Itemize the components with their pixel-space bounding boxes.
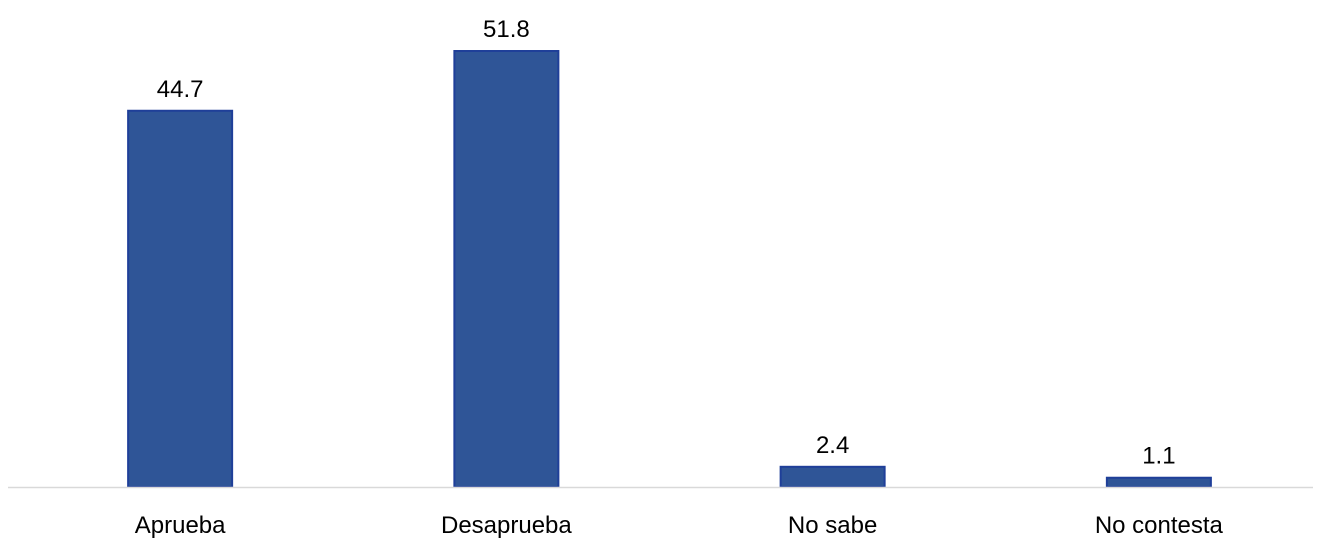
category-labels-group: Aprueba Desaprueba No sabe No contesta bbox=[135, 512, 1224, 538]
bar-desaprueba bbox=[453, 50, 560, 488]
category-label: No sabe bbox=[788, 512, 877, 538]
data-label: 1.1 bbox=[1142, 443, 1175, 470]
data-labels-group: 44.7 51.8 2.4 1.1 bbox=[157, 16, 1176, 470]
data-label: 51.8 bbox=[483, 16, 530, 43]
category-label: No contesta bbox=[1095, 512, 1224, 538]
bar-no-sabe bbox=[779, 465, 886, 488]
bar-no-contesta bbox=[1105, 476, 1212, 488]
data-label: 2.4 bbox=[816, 432, 849, 459]
data-label: 44.7 bbox=[157, 76, 204, 103]
bars-group bbox=[127, 50, 1212, 488]
category-label: Desaprueba bbox=[441, 512, 572, 538]
bar-aprueba bbox=[127, 109, 234, 488]
category-label: Aprueba bbox=[135, 512, 226, 538]
